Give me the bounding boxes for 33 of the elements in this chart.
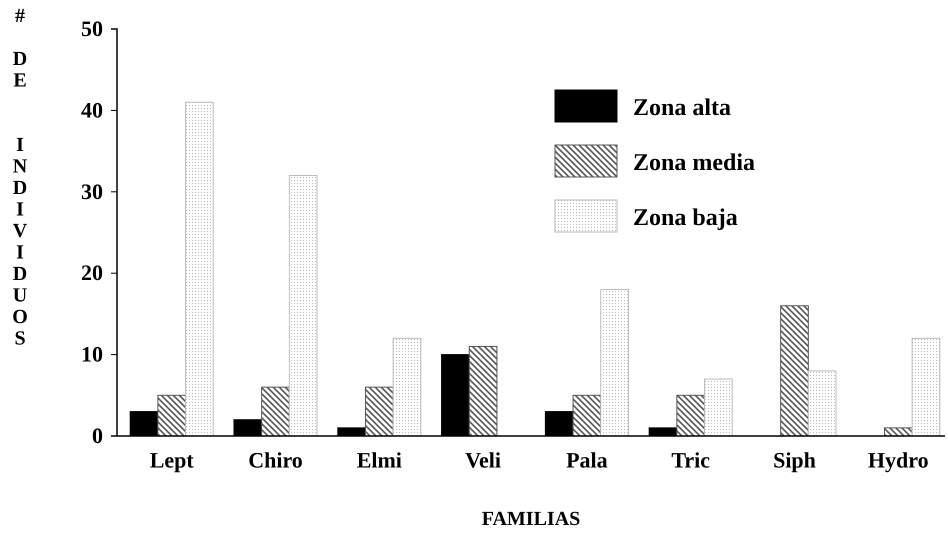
bar: [676, 394, 706, 436]
bar: [157, 394, 186, 436]
x-tick-label: Chiro: [248, 448, 303, 473]
x-tick-label: Elmi: [356, 448, 402, 473]
text: # DE INDIVIDUOS: [12, 5, 28, 350]
y-tick-label: 10: [81, 342, 103, 367]
legend-label: Zona media: [633, 150, 756, 176]
bar: [572, 394, 602, 436]
bar: [600, 288, 629, 436]
bar: [288, 175, 318, 436]
y-tick-label: 40: [81, 97, 103, 122]
bar: [468, 346, 498, 436]
bar: [261, 386, 290, 436]
bar: [704, 378, 733, 436]
x-tick-label: Tric: [671, 448, 710, 473]
bar: [780, 305, 809, 436]
bar: [185, 102, 214, 436]
legend-label: Zona alta: [633, 95, 732, 121]
x-tick-label: Siph: [773, 448, 816, 473]
x-tick-label: Hydro: [868, 448, 929, 473]
y-tick-label: 30: [81, 178, 103, 204]
legend-label: Zona baja: [633, 205, 738, 231]
y-tick-label: 50: [81, 16, 103, 42]
x-tick-label: Veli: [465, 448, 502, 473]
bar: [364, 386, 394, 436]
bar: [392, 338, 422, 436]
y-tick-label: 0: [92, 423, 103, 448]
x-tick-label: Pala: [566, 448, 608, 473]
bar: [912, 338, 940, 436]
x-axis-title: FAMILIAS: [482, 508, 580, 530]
x-tick-label: Lept: [150, 448, 194, 473]
y-tick-label: 20: [81, 260, 103, 286]
bar: [808, 370, 837, 436]
